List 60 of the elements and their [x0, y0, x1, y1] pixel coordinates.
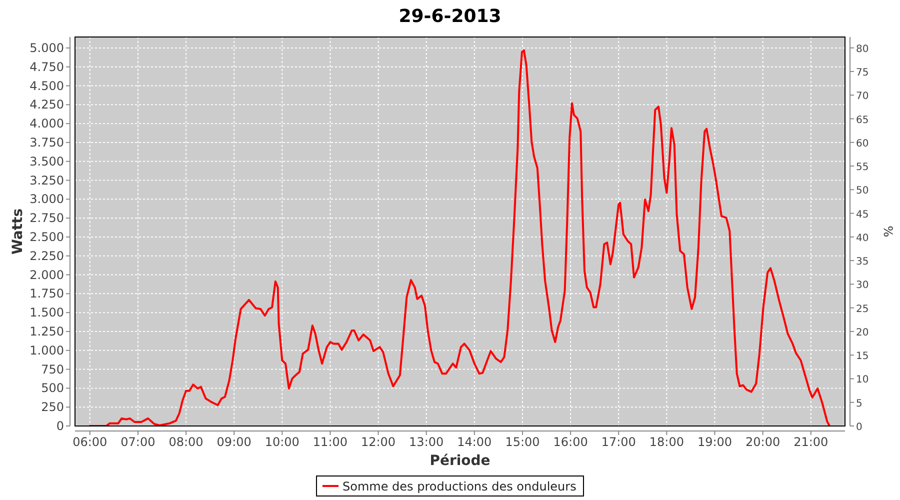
y2-tick-label: 55 [856, 162, 869, 174]
y-tick-label: 3.750 [30, 135, 64, 150]
y-tick-label: 3.500 [30, 154, 64, 168]
chart-title: 29-6-2013 [398, 6, 502, 27]
y-tick-label: 2.000 [30, 268, 64, 282]
x-tick-label: 17:00 [601, 435, 636, 449]
x-tick-label: 11:00 [312, 435, 348, 449]
y-tick-label: 1.500 [30, 306, 64, 320]
y2-tick-label: 60 [856, 138, 869, 150]
y2-tick-label: 40 [856, 232, 869, 244]
y-tick-label: 750 [41, 362, 64, 376]
y2-tick-label: 20 [856, 327, 869, 338]
x-tick-label: 21:00 [794, 435, 828, 449]
x-tick-label: 06:00 [72, 435, 108, 449]
x-axis-title: Période [430, 453, 490, 469]
y-tick-label: 3.250 [30, 173, 64, 188]
y2-tick-label: 10 [856, 374, 869, 386]
x-tick-label: 20:00 [746, 435, 780, 449]
y2-tick-label: 50 [856, 186, 869, 197]
legend-label: Somme des productions des onduleurs [342, 480, 576, 494]
x-tick-label: 18:00 [649, 435, 684, 449]
x-tick-label: 12:00 [360, 435, 396, 449]
y-tick-label: 0 [56, 419, 64, 433]
y-tick-label: 2.250 [30, 248, 64, 263]
y-tick-label: 4.000 [30, 116, 64, 131]
x-tick-label: 13:00 [409, 435, 444, 449]
x-tick-label: 14:00 [457, 435, 492, 449]
y-tick-label: 4.500 [30, 78, 64, 93]
x-tick-label: 08:00 [168, 435, 204, 449]
y2-tick-label: 45 [856, 209, 869, 220]
x-tick-label: 07:00 [120, 435, 156, 449]
y2-tick-label: 15 [856, 351, 869, 362]
y2-tick-label: 0 [856, 422, 862, 433]
y-tick-label: 500 [41, 381, 64, 396]
y-tick-label: 1.750 [30, 286, 64, 301]
y-tick-label: 5.000 [30, 40, 64, 55]
y2-tick-label: 70 [856, 91, 869, 102]
y-tick-label: 2.500 [30, 230, 64, 244]
y-tick-label: 4.750 [30, 60, 64, 74]
y2-tick-label: 65 [856, 114, 869, 126]
y2-axis-title: % [881, 226, 895, 238]
y-tick-label: 4.250 [30, 98, 64, 112]
y-tick-label: 250 [41, 400, 64, 414]
x-tick-label: 19:00 [697, 435, 732, 449]
y2-tick-label: 80 [856, 44, 869, 55]
y2-tick-label: 25 [856, 304, 869, 315]
y-tick-label: 1.250 [30, 324, 64, 338]
y2-tick-label: 30 [856, 280, 869, 292]
x-tick-label: 09:00 [216, 435, 252, 449]
y-axis-title: Watts [10, 208, 26, 255]
y2-tick-label: 35 [856, 256, 869, 268]
line-series [88, 49, 831, 426]
y-tick-label: 2.750 [30, 211, 64, 226]
x-tick-label: 16:00 [553, 435, 588, 449]
y-tick-label: 1.000 [30, 343, 64, 358]
x-tick-label: 15:00 [505, 435, 540, 449]
y-tick-label: 3.000 [30, 192, 64, 206]
y2-tick-label: 5 [856, 398, 862, 410]
y2-tick-label: 75 [856, 68, 869, 79]
x-tick-label: 10:00 [264, 435, 300, 449]
